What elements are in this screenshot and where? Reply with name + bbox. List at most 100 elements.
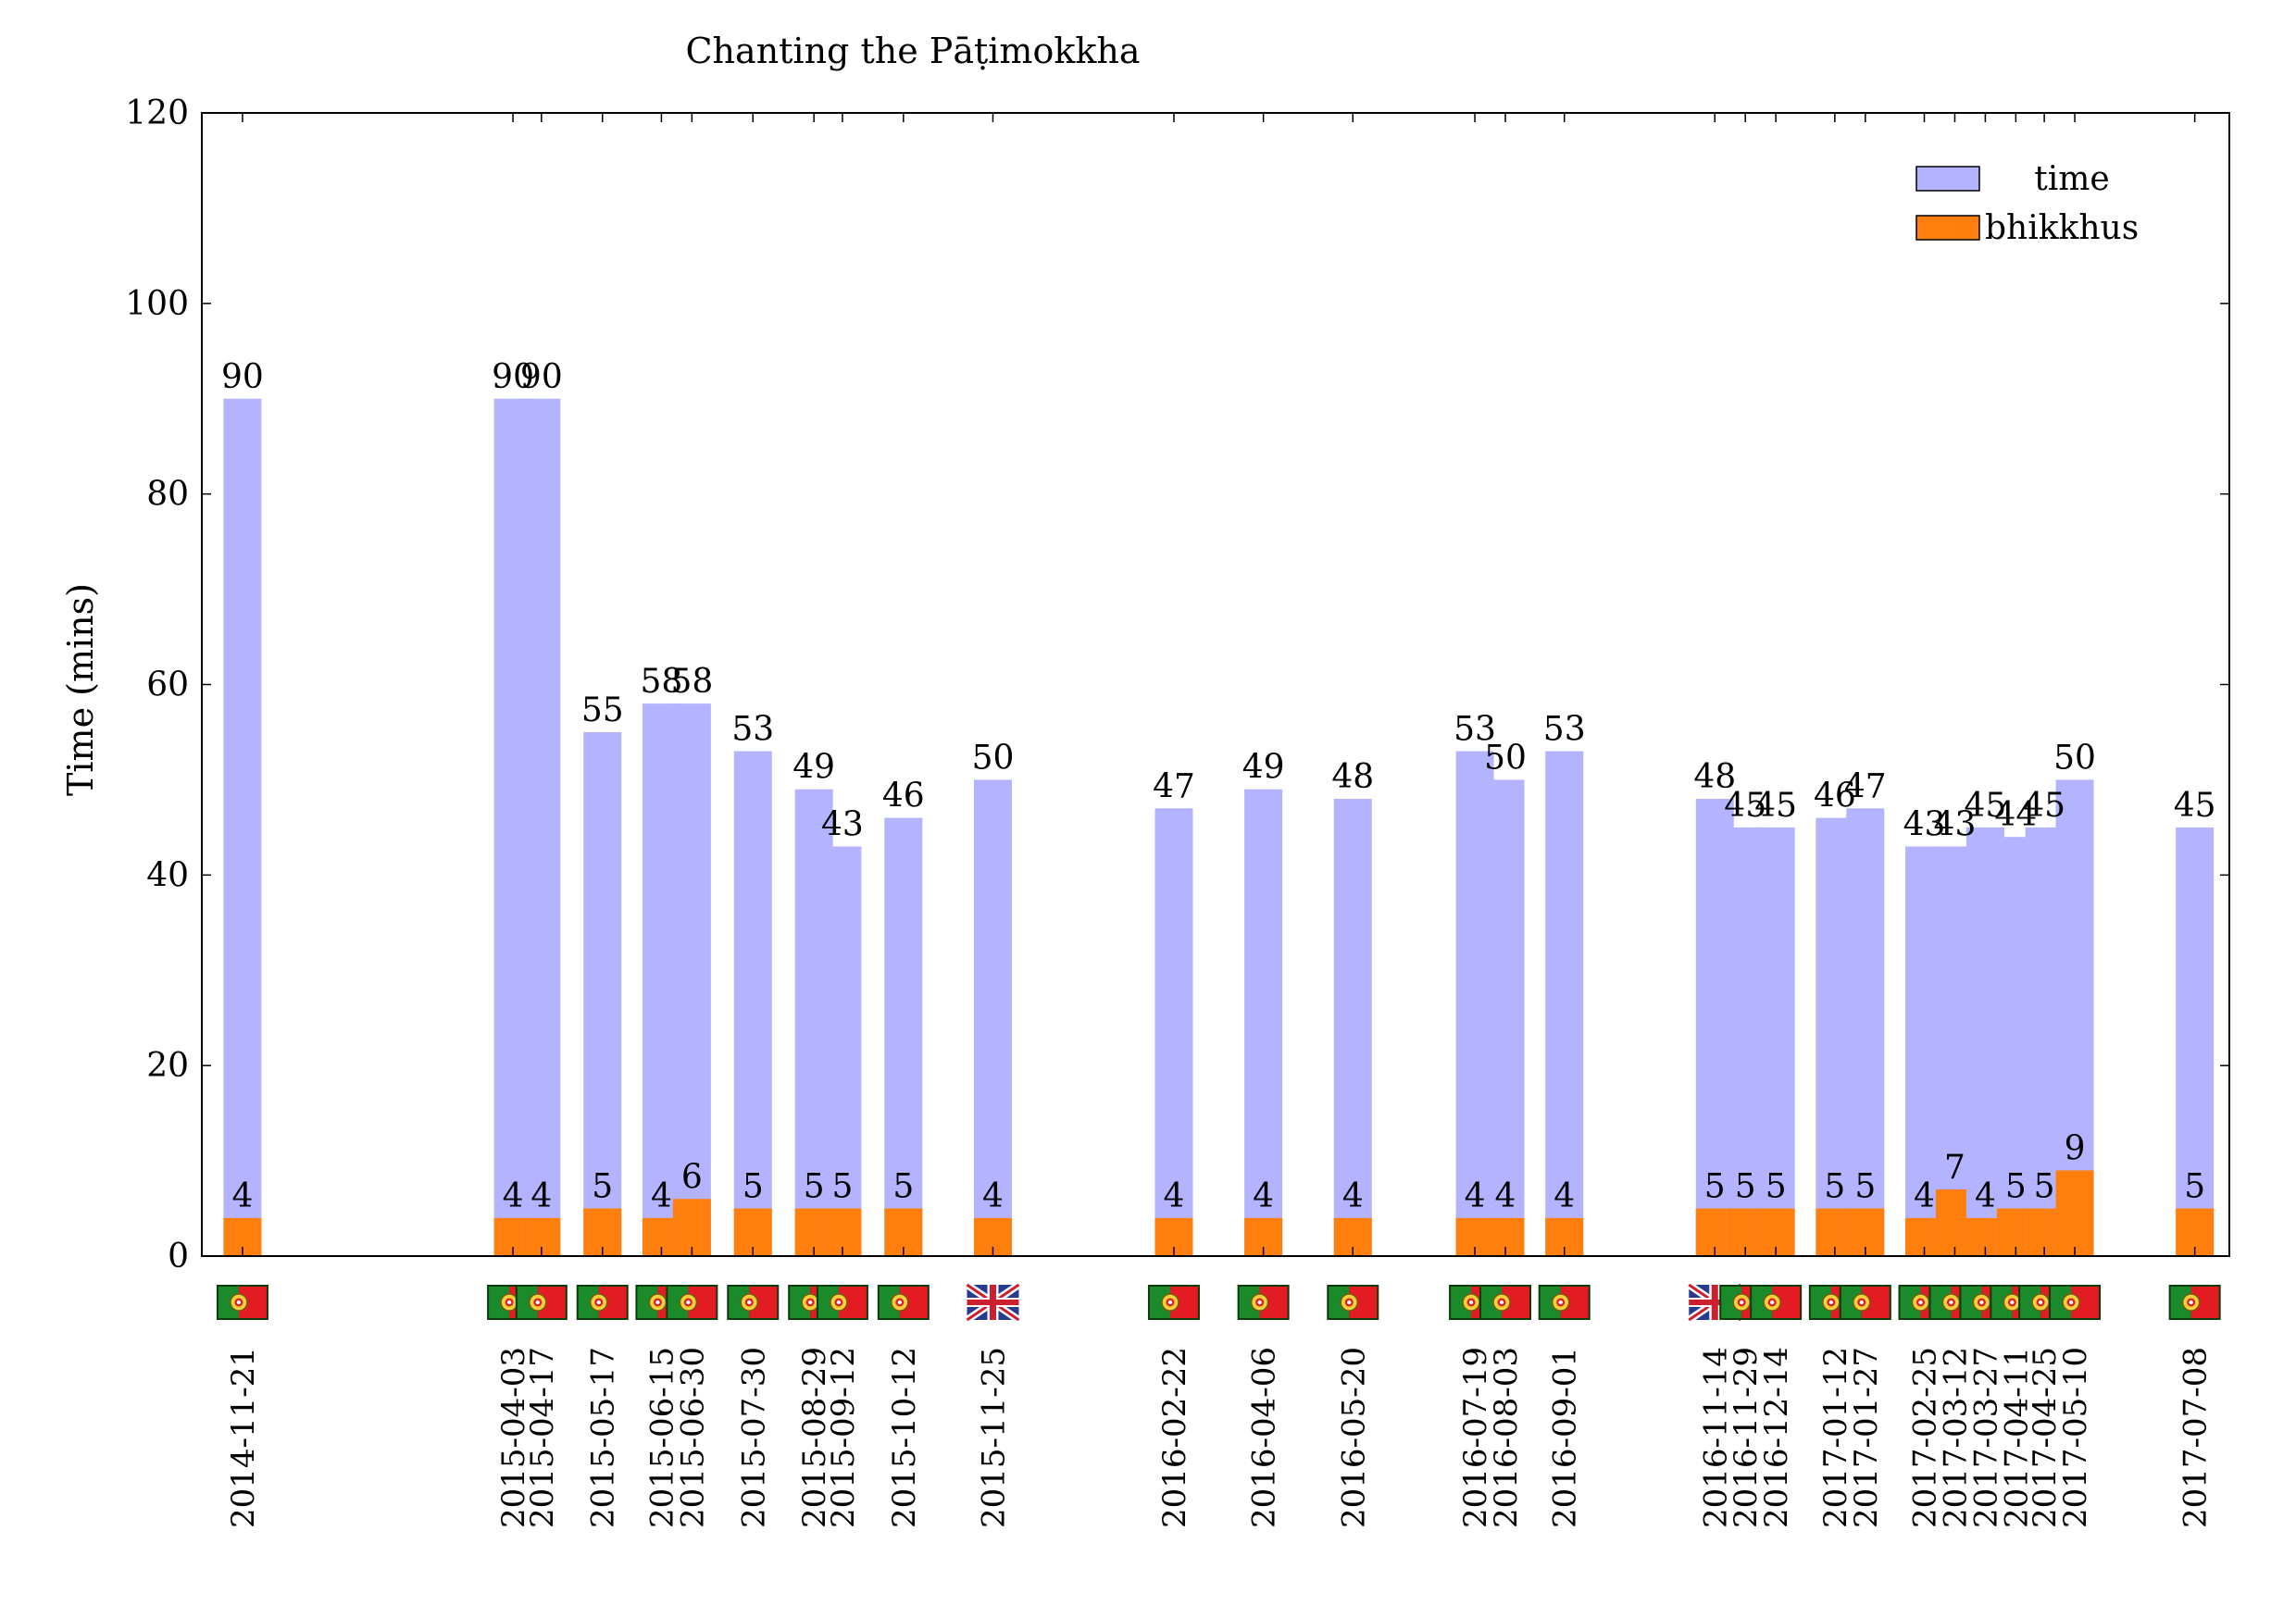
x-tick-label: 2016-11-14 — [1697, 1347, 1734, 1528]
portugal-flag-icon — [816, 1284, 869, 1321]
x-tick-label: 2017-04-25 — [2027, 1347, 2064, 1528]
bhikkhus-value-label: 5 — [1854, 1168, 1876, 1206]
x-tick-label: 2016-09-01 — [1547, 1347, 1584, 1528]
bhikkhus-value-label: 5 — [892, 1168, 914, 1206]
portugal-flag-icon — [877, 1284, 930, 1321]
bhikkhus-value-label: 5 — [831, 1168, 853, 1206]
bhikkhus-value-label: 5 — [2034, 1168, 2055, 1206]
y-tick-labels: 0 20 40 60 80 100 120 — [125, 94, 189, 1276]
bhikkhus-value-label: 4 — [1975, 1177, 1996, 1215]
time-value-label: 48 — [1331, 758, 1374, 796]
time-value-label: 43 — [1934, 805, 1977, 843]
plot-frame — [201, 112, 2230, 1257]
portugal-flag-icon — [2048, 1284, 2102, 1321]
bhikkhus-value-label: 4 — [1554, 1177, 1575, 1215]
bhikkhus-value-label: 5 — [1735, 1168, 1756, 1206]
time-bar — [1154, 808, 1193, 1256]
x-tick-label: 2015-11-25 — [975, 1347, 1012, 1528]
time-bar — [1846, 808, 1885, 1256]
flag-row — [216, 1284, 2222, 1321]
x-tick-label: 2015-04-03 — [495, 1347, 532, 1528]
portugal-flag-icon — [2167, 1284, 2222, 1321]
time-value-label: 50 — [1484, 739, 1527, 777]
portugal-flag-icon — [665, 1284, 719, 1321]
x-tick-label: 2017-04-11 — [1998, 1347, 2035, 1528]
x-tick-label: 2017-01-27 — [1848, 1347, 1885, 1528]
bhikkhus-value-label: 4 — [651, 1177, 672, 1215]
bhikkhus-value-label: 5 — [2184, 1168, 2205, 1206]
time-value-label: 45 — [1754, 787, 1797, 825]
bhikkhus-value-label: 7 — [1944, 1149, 1965, 1187]
bhikkhus-value-label: 4 — [1342, 1177, 1364, 1215]
legend: time bhikkhus — [1915, 160, 2139, 247]
bhikkhus-value-label: 5 — [592, 1168, 613, 1206]
x-tick-label: 2015-06-15 — [643, 1347, 680, 1528]
portugal-flag-icon — [1749, 1284, 1803, 1321]
chart-title: Chanting the Pāṭimokkha — [685, 31, 1140, 71]
portugal-flag-icon — [1236, 1284, 1291, 1321]
time-value-label: 90 — [221, 358, 264, 396]
bhikkhus-value-label: 5 — [2005, 1168, 2027, 1206]
y-tick-label: 80 — [146, 476, 189, 514]
x-tick-label: 2017-02-25 — [1907, 1347, 1944, 1528]
bhikkhus-value-label: 4 — [530, 1177, 552, 1215]
bhikkhus-value-label: 9 — [2065, 1129, 2086, 1167]
y-axis-label: Time (mins) — [60, 583, 101, 796]
x-tick-label: 2015-08-29 — [796, 1347, 833, 1528]
bhikkhus-value-label: 4 — [231, 1177, 253, 1215]
bar-value-labels: 9049049045555845865354954354655044744944… — [221, 358, 2216, 1215]
portugal-flag-icon — [1479, 1284, 1532, 1321]
bhikkhus-value-label: 4 — [1465, 1177, 1486, 1215]
portugal-flag-icon — [1537, 1284, 1591, 1321]
legend-label-time: time — [2034, 160, 2109, 198]
bhikkhus-value-label: 6 — [681, 1158, 703, 1196]
time-value-label: 46 — [1814, 778, 1856, 815]
time-bar — [733, 751, 772, 1256]
time-value-label: 90 — [520, 358, 563, 396]
time-value-label: 45 — [2023, 787, 2065, 825]
x-tick-label: 2015-06-30 — [674, 1347, 711, 1528]
portugal-flag-icon — [1147, 1284, 1201, 1321]
x-tick-label: 2016-02-22 — [1156, 1347, 1193, 1528]
x-tick-label: 2015-10-12 — [886, 1347, 923, 1528]
time-value-label: 53 — [1543, 711, 1586, 749]
legend-swatch-bhikkhus — [1915, 215, 1980, 241]
legend-label-bhikkhus: bhikkhus — [1985, 209, 2139, 247]
time-value-label: 58 — [641, 663, 683, 701]
time-bar — [1486, 779, 1525, 1256]
bhikkhus-value-label: 5 — [1704, 1168, 1726, 1206]
time-bar — [522, 398, 561, 1256]
portugal-flag-icon — [726, 1284, 780, 1321]
time-bar — [1333, 799, 1372, 1256]
bhikkhus-value-label: 5 — [1766, 1168, 1787, 1206]
x-tick-label: 2014-11-21 — [225, 1347, 262, 1528]
x-tick-label: 2017-01-12 — [1817, 1347, 1854, 1528]
time-value-label: 45 — [1965, 787, 2007, 825]
ticks-layer — [202, 112, 2229, 1257]
time-value-label: 55 — [581, 691, 624, 729]
time-value-label: 50 — [2053, 739, 2096, 777]
x-tick-label: 2016-11-29 — [1728, 1347, 1765, 1528]
y-tick-label: 60 — [146, 666, 189, 704]
time-value-label: 48 — [1693, 758, 1736, 796]
x-tick-label: 2017-07-08 — [2177, 1347, 2215, 1528]
time-value-label: 53 — [731, 711, 774, 749]
time-value-label: 50 — [972, 739, 1015, 777]
y-tick-label: 20 — [146, 1047, 189, 1085]
time-bar — [973, 779, 1012, 1256]
legend-swatch-time — [1915, 166, 1980, 192]
bhikkhus-bar — [2055, 1170, 2094, 1256]
bhikkhus-bar — [672, 1199, 711, 1256]
time-bar — [583, 731, 622, 1256]
x-tick-label: 2016-04-06 — [1246, 1347, 1283, 1528]
bhikkhus-value-label: 4 — [503, 1177, 524, 1215]
portugal-flag-icon — [1326, 1284, 1380, 1321]
time-bar — [672, 703, 711, 1256]
x-tick-label: 2017-03-27 — [1967, 1347, 2004, 1528]
x-tick-label: 2015-04-17 — [524, 1347, 561, 1528]
time-value-label: 90 — [492, 358, 534, 396]
uk-flag-icon — [967, 1285, 1018, 1320]
y-tick-label: 40 — [146, 856, 189, 894]
x-tick-label: 2017-05-10 — [2057, 1347, 2094, 1528]
